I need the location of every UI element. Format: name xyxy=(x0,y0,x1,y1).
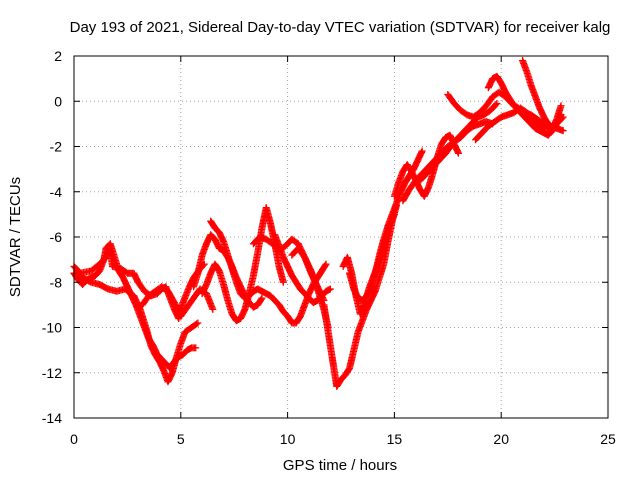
y-axis-title: SDTVAR / TECUs xyxy=(7,177,24,297)
data-point xyxy=(493,100,501,108)
data-point xyxy=(559,127,567,135)
data-point xyxy=(209,305,217,313)
x-tick-label: 0 xyxy=(70,431,78,447)
data-point xyxy=(193,320,201,328)
series-arc-11 xyxy=(320,201,401,390)
data-point xyxy=(557,102,565,110)
series-arc-10 xyxy=(288,244,332,331)
series-arc-13 xyxy=(339,210,398,318)
data-point xyxy=(257,295,265,303)
data-point xyxy=(258,294,266,302)
data-point xyxy=(321,261,329,269)
data-point xyxy=(454,149,462,157)
axes: 0 5 10 15 20 25 -14 -12 -10 -8 -6 -4 -2 0 2 xyxy=(42,48,616,447)
x-tick-label: 25 xyxy=(600,431,616,447)
y-tick-label: 2 xyxy=(54,48,62,64)
x-tick-label: 5 xyxy=(177,431,185,447)
y-tick-label: 0 xyxy=(54,93,62,109)
data-point xyxy=(492,101,500,109)
data-marks xyxy=(70,57,567,390)
y-tick-label: -12 xyxy=(42,365,62,381)
data-point xyxy=(194,319,202,327)
series-arc-7 xyxy=(198,204,287,325)
y-tick-label: -2 xyxy=(50,139,63,155)
y-tick-label: -4 xyxy=(50,184,63,200)
data-point xyxy=(559,113,567,121)
x-tick-label: 20 xyxy=(493,431,509,447)
data-point xyxy=(192,344,200,352)
chart-title: Day 193 of 2021, Sidereal Day-to-day VTE… xyxy=(70,19,611,36)
x-tick-label: 10 xyxy=(280,431,296,447)
series-arc-20 xyxy=(519,57,565,132)
x-axis-title: GPS time / hours xyxy=(283,457,397,474)
y-tick-label: -8 xyxy=(50,274,63,290)
series-arc-3 xyxy=(70,240,200,372)
y-tick-label: -10 xyxy=(42,320,62,336)
x-tick-label: 15 xyxy=(387,431,403,447)
data-point xyxy=(326,285,334,293)
data-point xyxy=(279,278,287,286)
data-point xyxy=(390,210,398,218)
data-point xyxy=(418,147,426,155)
series-arc-4 xyxy=(138,283,217,320)
data-point xyxy=(322,260,330,268)
series-arc-9 xyxy=(271,231,334,307)
y-tick-label: -14 xyxy=(42,410,62,426)
series-arc-14 xyxy=(390,131,462,200)
y-tick-label: -6 xyxy=(50,229,63,245)
plot-frame xyxy=(73,55,609,419)
